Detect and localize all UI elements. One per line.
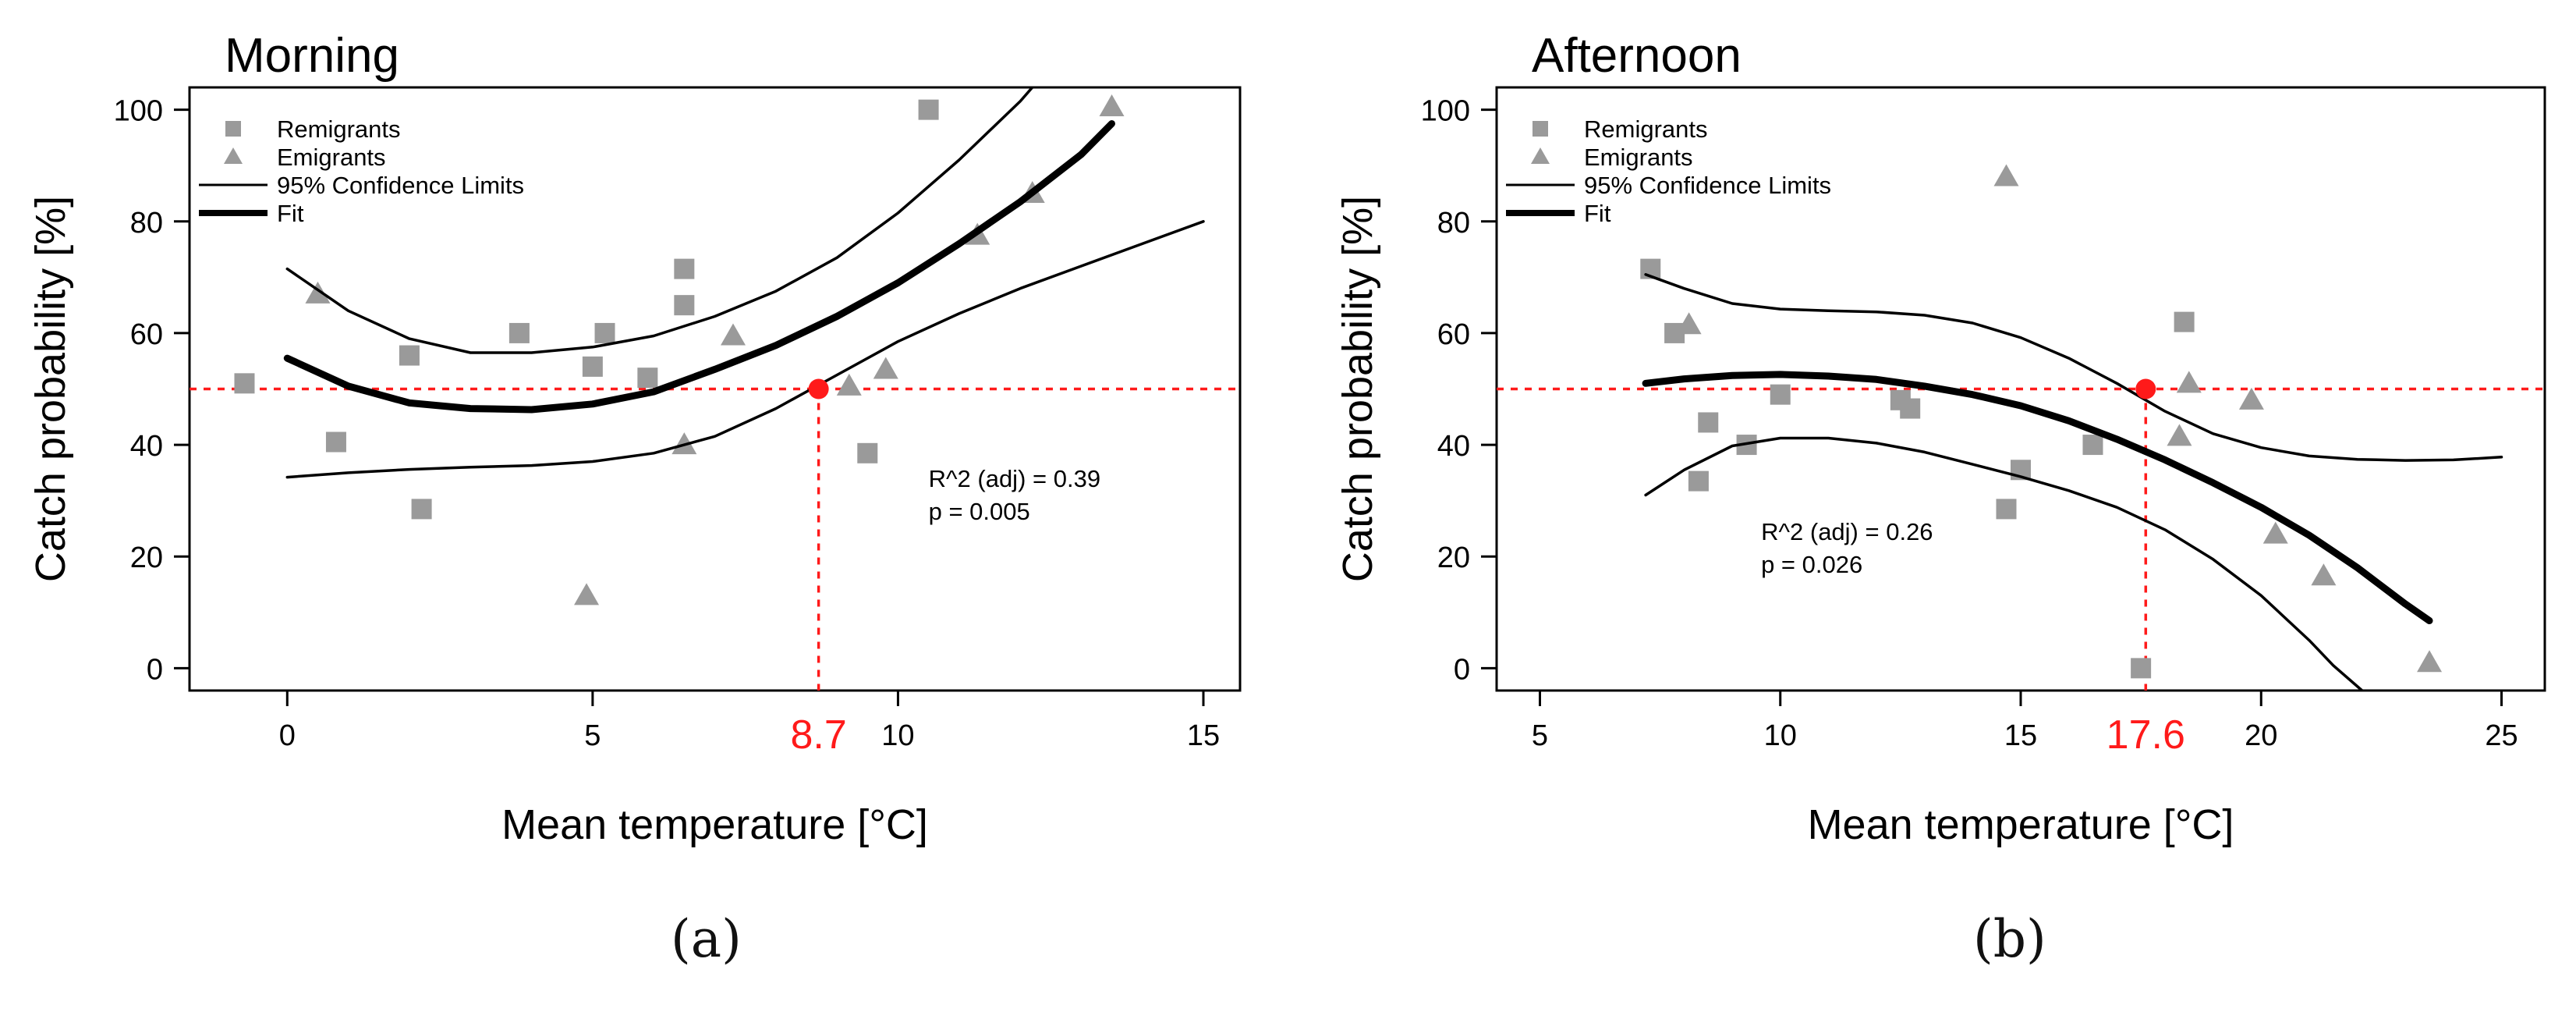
emigrant-point — [2167, 424, 2192, 446]
legend-label: Fit — [277, 200, 304, 227]
y-tick-label: 100 — [1421, 95, 1470, 128]
y-axis-label: Catch probability [%] — [27, 196, 74, 582]
y-tick-label: 80 — [130, 207, 163, 240]
chart-panel-a: Morning 0 20 40 60 80 100 0 5 10 15 Mean temperatur… — [27, 29, 1242, 848]
y-tick-label: 40 — [130, 430, 163, 463]
remigrant-point — [399, 345, 420, 366]
r-squared-annotation: R^2 (adj) = 0.26 — [1761, 518, 1933, 545]
remigrant-point — [2082, 435, 2103, 456]
legend-label: Emigrants — [1584, 144, 1693, 171]
x-tick-label: 15 — [1187, 719, 1220, 752]
y-tick-label: 20 — [1437, 542, 1470, 574]
x-tick-label: 20 — [2245, 719, 2277, 752]
p-value-annotation: p = 0.005 — [929, 498, 1030, 525]
remigrant-point — [508, 322, 530, 343]
remigrant-point — [857, 442, 878, 463]
emigrant-point — [2176, 371, 2202, 393]
legend-label: Emigrants — [277, 144, 386, 171]
y-tick-label: 60 — [1437, 318, 1470, 351]
y-tick-label: 0 — [1454, 653, 1470, 686]
lower-confidence-line — [1644, 436, 2364, 691]
y-axis-label: Catch probability [%] — [1334, 196, 1381, 582]
remigrant-point — [674, 258, 695, 279]
remigrant-point — [411, 499, 432, 520]
lower-confidence-line — [285, 220, 1205, 479]
emigrant-point — [836, 373, 862, 396]
threshold-x-label: 8.7 — [790, 712, 846, 758]
legend-triangle-icon — [224, 147, 243, 164]
y-tick-label: 80 — [1437, 207, 1470, 240]
y-tick-label: 100 — [114, 95, 163, 128]
remigrant-point — [674, 295, 695, 316]
legend-label: 95% Confidence Limits — [277, 172, 524, 199]
emigrant-point — [873, 357, 898, 379]
emigrant-point — [2417, 650, 2443, 673]
remigrant-point — [234, 373, 255, 394]
x-tick-label: 5 — [1532, 719, 1548, 752]
emigrant-point — [2262, 521, 2288, 544]
emigrant-point — [2311, 563, 2337, 586]
p-value-annotation: p = 0.026 — [1761, 551, 1862, 578]
upper-confidence-line — [285, 87, 1034, 354]
x-tick-label: 0 — [279, 719, 296, 752]
remigrant-point — [637, 368, 658, 389]
remigrant-point — [1996, 499, 2017, 520]
emigrant-point — [2238, 387, 2264, 410]
remigrant-point — [1900, 398, 1921, 419]
y-tick-label: 40 — [1437, 430, 1470, 463]
y-tick-label: 0 — [147, 653, 163, 686]
r-squared-annotation: R^2 (adj) = 0.39 — [929, 465, 1100, 492]
remigrant-point — [325, 431, 346, 453]
legend-square-icon — [1532, 121, 1548, 137]
threshold-x-label: 17.6 — [2107, 712, 2185, 758]
threshold-point — [808, 378, 829, 399]
emigrant-point — [1993, 164, 2019, 186]
chart-panel-b: Afternoon 0 20 40 60 80 100 5 10 15 20 25 Mean tempe… — [1334, 29, 2546, 848]
emigrant-point — [671, 432, 697, 455]
x-axis-label: Mean temperature [°C] — [501, 801, 928, 848]
remigrant-point — [1688, 470, 1709, 492]
emigrant-point — [305, 281, 331, 304]
remigrant-point — [1698, 412, 1719, 433]
remigrant-point — [582, 356, 603, 377]
upper-confidence-line — [1644, 273, 2503, 462]
x-axis-label: Mean temperature [°C] — [1808, 801, 2234, 848]
remigrant-point — [2174, 311, 2195, 332]
emigrant-point — [1099, 94, 1125, 117]
x-tick-label: 25 — [2485, 719, 2518, 752]
x-tick-label: 5 — [584, 719, 601, 752]
threshold-point — [2135, 378, 2156, 399]
plot-area — [190, 87, 1240, 691]
x-tick-label: 10 — [881, 719, 914, 752]
plot-area — [1497, 164, 2545, 691]
remigrant-point — [2131, 658, 2152, 679]
legend-label: Fit — [1584, 200, 1611, 227]
panel-label-a: (a) — [671, 909, 742, 969]
remigrant-point — [594, 322, 615, 343]
panel-label-b: (b) — [1973, 909, 2046, 969]
emigrant-point — [720, 323, 746, 346]
x-tick-label: 15 — [2004, 719, 2037, 752]
legend-label: Remigrants — [277, 115, 401, 143]
emigrant-point — [1676, 312, 1702, 335]
legend-label: Remigrants — [1584, 115, 1708, 143]
y-tick-label: 20 — [130, 542, 163, 574]
y-tick-label: 60 — [130, 318, 163, 351]
remigrant-point — [918, 99, 939, 120]
legend-triangle-icon — [1531, 147, 1550, 164]
x-tick-label: 10 — [1764, 719, 1797, 752]
remigrant-point — [1770, 384, 1791, 405]
legend-square-icon — [225, 121, 241, 137]
fit-line — [283, 120, 1115, 414]
fit-line — [1642, 371, 2433, 624]
chart-title: Morning — [225, 29, 399, 83]
chart-title: Afternoon — [1532, 29, 1742, 83]
emigrant-point — [574, 583, 600, 605]
legend-label: 95% Confidence Limits — [1584, 172, 1831, 199]
